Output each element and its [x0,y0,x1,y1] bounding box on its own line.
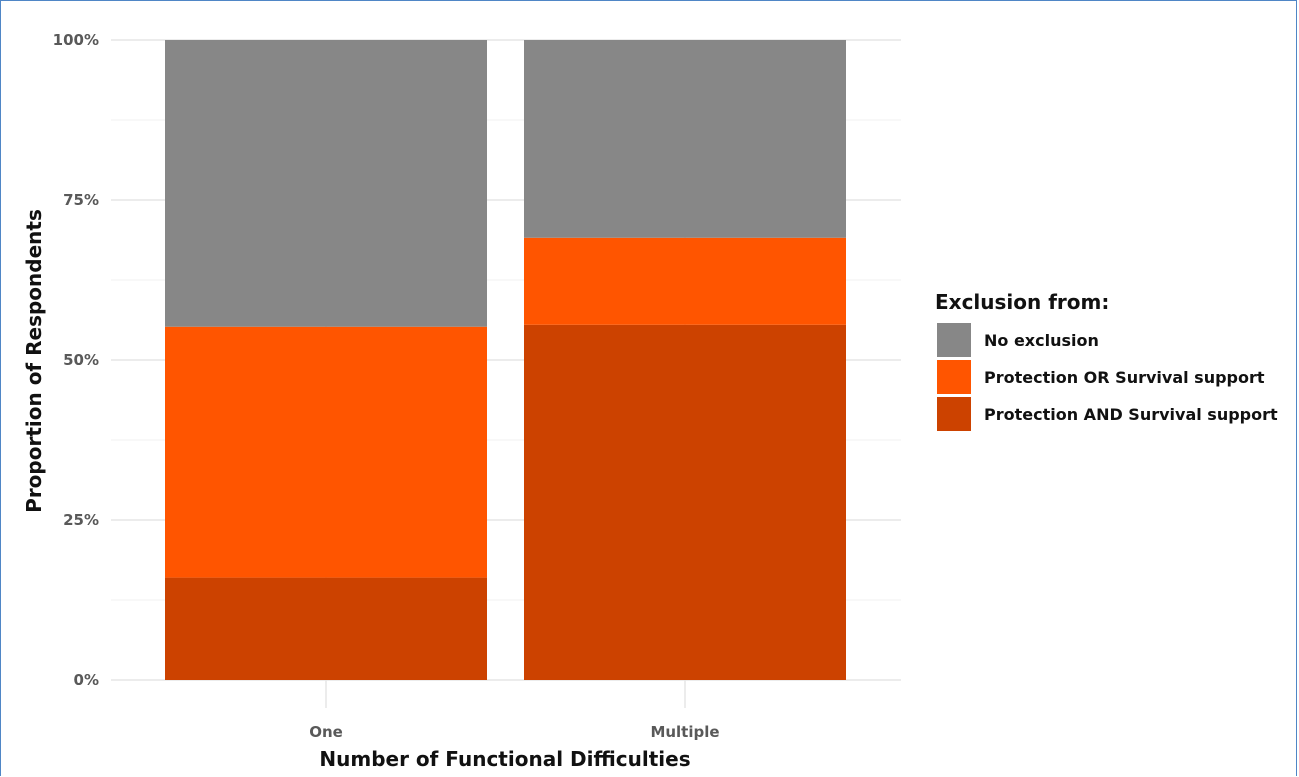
bar-segment [524,237,846,325]
legend: Exclusion from: No exclusion Protection O… [935,290,1278,431]
y-tick-label: 100% [53,31,99,49]
y-tick-label: 25% [63,511,99,529]
legend-key [937,323,971,357]
y-tick-label: 50% [63,351,99,369]
axes: 0% 25% 50% 75% 100% One Multiple [53,31,720,741]
bar-segment [165,40,487,327]
y-tick-label: 0% [74,671,99,689]
x-tick-label: One [309,723,343,741]
legend-label: No exclusion [984,331,1099,350]
bar-segment [524,40,846,238]
legend-key [937,360,971,394]
legend-key [937,397,971,431]
legend-label: Protection OR Survival support [984,368,1265,387]
bar-segment [165,326,487,578]
bar-segment [165,577,487,680]
x-tick-label: Multiple [650,723,719,741]
bar-segment [524,324,846,680]
y-tick-label: 75% [63,191,99,209]
bars [165,40,846,680]
legend-title: Exclusion from: [935,290,1109,314]
y-axis-title: Proportion of Respondents [22,209,46,513]
legend-label: Protection AND Survival support [984,405,1278,424]
x-axis-title: Number of Functional Difficulties [319,747,690,771]
